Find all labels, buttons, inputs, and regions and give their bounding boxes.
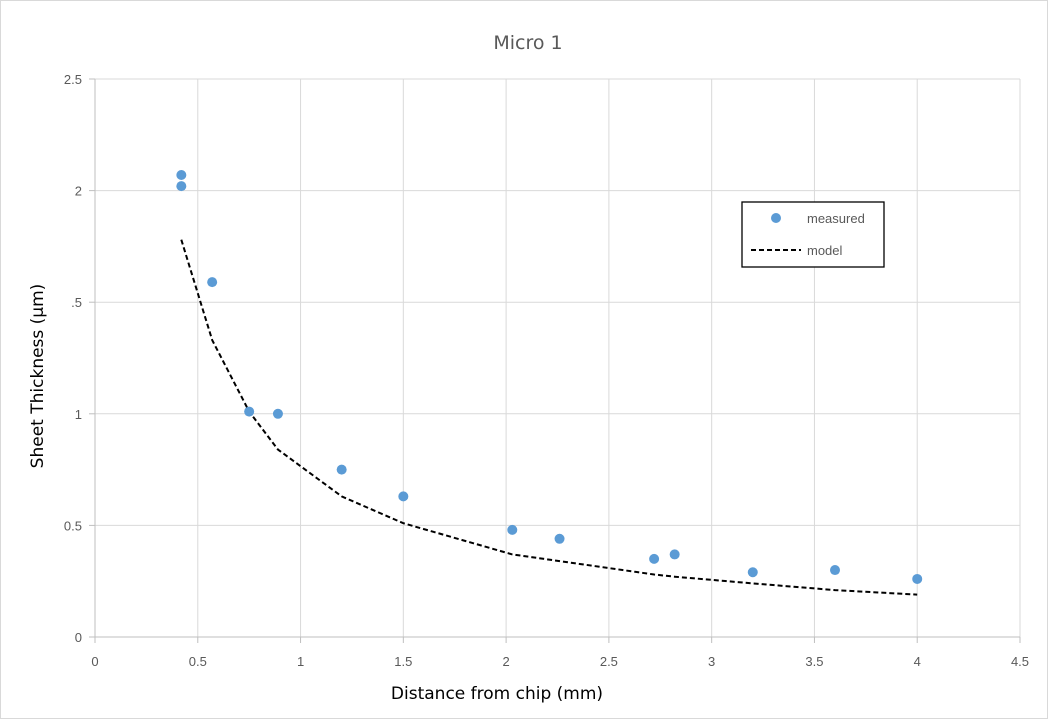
data-point-measured [669, 549, 680, 560]
data-point-measured [272, 408, 283, 419]
data-point-measured [747, 567, 758, 578]
data-point-measured [912, 573, 923, 584]
x-tick-label: 4 [914, 654, 921, 669]
data-point-measured [244, 406, 255, 417]
y-tick-label: 2.5 [64, 72, 82, 87]
gridlines [95, 78, 1021, 637]
x-tick-labels: 0 0.5 1 1.5 2 2.5 3 3.5 4 4.5 [91, 654, 1029, 669]
data-point-measured [398, 491, 409, 502]
x-tick-label: 2.5 [600, 654, 618, 669]
data-series [176, 169, 923, 596]
x-tick-label: 2 [502, 654, 509, 669]
data-point-measured [830, 565, 840, 576]
x-tick-label: 1.5 [394, 654, 412, 669]
chart-title: Micro 1 [493, 32, 562, 54]
y-tick-label: 2 [75, 184, 82, 199]
y-axis-title: Sheet Thickness (µm) [28, 284, 48, 469]
y-tick-label: .5 [71, 295, 82, 310]
legend-box [741, 201, 885, 268]
x-tick-label: 4.5 [1011, 654, 1029, 669]
data-point-measured [176, 169, 187, 180]
legend: measured model [741, 201, 885, 268]
x-tick-label: 0.5 [189, 654, 207, 669]
data-point-measured [176, 181, 187, 192]
y-tick-label: 1 [75, 407, 82, 422]
data-point-measured [336, 464, 347, 475]
y-tick-label: 0.5 [64, 518, 82, 533]
data-point-measured [649, 553, 660, 564]
data-point-measured [207, 277, 218, 288]
x-tick-label: 1 [297, 654, 304, 669]
legend-marker-measured [771, 213, 781, 223]
x-tick-label: 3.5 [805, 654, 823, 669]
y-tick-labels: 0 0.5 1 .5 2 2.5 [64, 72, 82, 645]
x-tick-label: 3 [708, 654, 715, 669]
legend-label-measured: measured [807, 211, 865, 226]
data-point-measured [554, 533, 565, 544]
legend-label-model: model [807, 243, 843, 258]
data-point-measured [507, 524, 518, 535]
y-tick-label: 0 [75, 630, 82, 645]
x-tick-label: 0 [91, 654, 98, 669]
series-line-model [180, 239, 918, 596]
axes [89, 78, 1021, 643]
x-axis-title: Distance from chip (mm) [391, 684, 603, 704]
